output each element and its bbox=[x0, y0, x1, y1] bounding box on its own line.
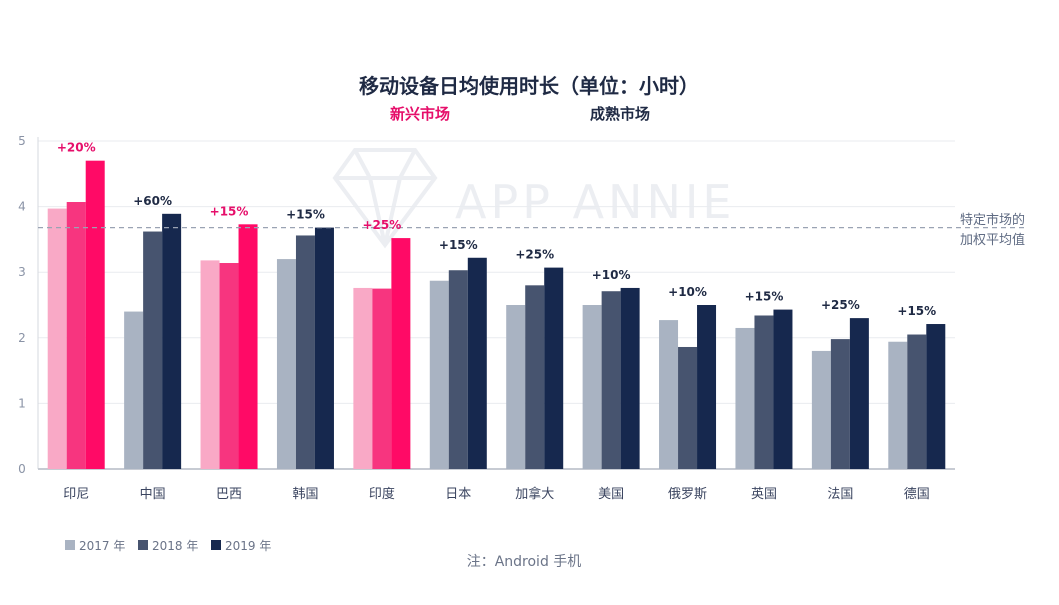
bar-印尼-2 bbox=[85, 160, 105, 469]
category-label: 印尼 bbox=[63, 487, 89, 502]
growth-label: +15% bbox=[439, 238, 478, 252]
legend-label-2018: 2018 年 bbox=[152, 539, 198, 553]
bar-印度-0 bbox=[353, 287, 373, 469]
bar-加拿大-2 bbox=[544, 267, 564, 469]
bar-日本-0 bbox=[429, 280, 449, 469]
bar-日本-2 bbox=[467, 257, 487, 469]
category-label: 俄罗斯 bbox=[668, 487, 707, 502]
bar-韩国-1 bbox=[295, 235, 315, 469]
category-label: 英国 bbox=[751, 487, 777, 502]
bar-英国-1 bbox=[754, 315, 774, 469]
diamond-logo-icon bbox=[332, 148, 438, 249]
category-label: 德国 bbox=[904, 487, 930, 502]
growth-label: +15% bbox=[745, 290, 784, 304]
mature-market-label: 成熟市场 bbox=[590, 105, 650, 123]
bar-中国-2 bbox=[162, 213, 182, 469]
legend: 2017 年 2018 年 2019 年 bbox=[65, 539, 271, 553]
bar-加拿大-1 bbox=[525, 285, 545, 469]
footnote: 注：Android 手机 bbox=[467, 554, 582, 570]
bar-印度-2 bbox=[391, 238, 411, 469]
bar-加拿大-0 bbox=[506, 305, 526, 469]
bar-中国-1 bbox=[143, 231, 163, 469]
category-labels: 印尼 中国 巴西 韩国 印度 日本 加拿大 美国 俄罗斯 英国 法国 德国 bbox=[63, 486, 930, 502]
category-label: 巴西 bbox=[216, 487, 242, 502]
bar-德国-2 bbox=[926, 324, 946, 469]
bar-印度-1 bbox=[372, 288, 392, 469]
growth-label: +15% bbox=[210, 204, 249, 218]
bar-德国-0 bbox=[888, 341, 908, 469]
watermark: APP ANNIE bbox=[332, 148, 736, 249]
growth-label: +10% bbox=[668, 285, 707, 299]
growth-label: +60% bbox=[133, 194, 172, 208]
legend-swatch-2019 bbox=[211, 540, 221, 550]
bar-韩国-0 bbox=[276, 259, 296, 469]
bars bbox=[47, 160, 946, 469]
growth-label: +25% bbox=[515, 248, 554, 262]
category-label: 印度 bbox=[369, 486, 395, 502]
bar-韩国-2 bbox=[314, 227, 334, 469]
growth-label: +25% bbox=[821, 298, 860, 312]
growth-label: +15% bbox=[897, 304, 936, 318]
bar-巴西-2 bbox=[238, 224, 258, 469]
bar-英国-2 bbox=[773, 309, 793, 469]
watermark-text: APP ANNIE bbox=[455, 175, 736, 229]
category-label: 韩国 bbox=[292, 487, 318, 502]
emerging-market-label: 新兴市场 bbox=[390, 105, 450, 123]
grid-lines bbox=[37, 137, 955, 470]
bar-俄罗斯-1 bbox=[678, 346, 698, 469]
bar-日本-1 bbox=[448, 270, 468, 469]
y-tick-label: 2 bbox=[18, 331, 26, 345]
category-label: 日本 bbox=[445, 487, 471, 502]
growth-label: +10% bbox=[592, 268, 631, 282]
bar-美国-2 bbox=[620, 287, 640, 469]
growth-label: +15% bbox=[286, 208, 325, 222]
y-axis-ticks: 0 1 2 3 4 5 bbox=[18, 134, 26, 476]
bar-中国-0 bbox=[124, 311, 144, 469]
bar-英国-0 bbox=[735, 327, 755, 469]
bar-巴西-0 bbox=[200, 260, 220, 469]
bar-印尼-1 bbox=[66, 202, 86, 469]
bar-俄罗斯-0 bbox=[659, 320, 679, 469]
category-label: 法国 bbox=[827, 487, 853, 502]
growth-label: +25% bbox=[362, 218, 401, 232]
bar-法国-1 bbox=[830, 339, 850, 469]
bar-法国-0 bbox=[811, 350, 831, 469]
bar-印尼-0 bbox=[47, 208, 67, 469]
growth-label: +20% bbox=[57, 141, 96, 155]
legend-swatch-2017 bbox=[65, 540, 75, 550]
y-tick-label: 3 bbox=[18, 265, 26, 279]
growth-labels: +20% +60% +15% +15% +25% +15% +25% +10% +10% +15%… bbox=[57, 141, 936, 318]
chart-title: 移动设备日均使用时长（单位：小时） bbox=[359, 74, 699, 98]
bar-巴西-1 bbox=[219, 263, 239, 469]
category-label: 中国 bbox=[140, 487, 166, 502]
y-tick-label: 0 bbox=[18, 462, 26, 476]
bar-法国-2 bbox=[849, 318, 869, 469]
legend-label-2019: 2019 年 bbox=[225, 539, 271, 553]
legend-swatch-2018 bbox=[138, 540, 148, 550]
y-tick-label: 4 bbox=[18, 200, 26, 214]
category-label: 美国 bbox=[598, 487, 624, 502]
legend-label-2017: 2017 年 bbox=[79, 539, 125, 553]
bar-德国-1 bbox=[907, 334, 927, 469]
bar-美国-0 bbox=[582, 305, 602, 469]
bar-俄罗斯-2 bbox=[697, 305, 717, 469]
category-label: 加拿大 bbox=[515, 486, 554, 502]
weighted-average: 特定市场的 加权平均值 bbox=[38, 212, 1025, 248]
bar-美国-1 bbox=[601, 291, 621, 469]
y-tick-label: 5 bbox=[18, 134, 26, 148]
weighted-average-label-line2: 加权平均值 bbox=[960, 232, 1025, 248]
weighted-average-label-line1: 特定市场的 bbox=[960, 212, 1025, 228]
y-tick-label: 1 bbox=[18, 396, 26, 410]
